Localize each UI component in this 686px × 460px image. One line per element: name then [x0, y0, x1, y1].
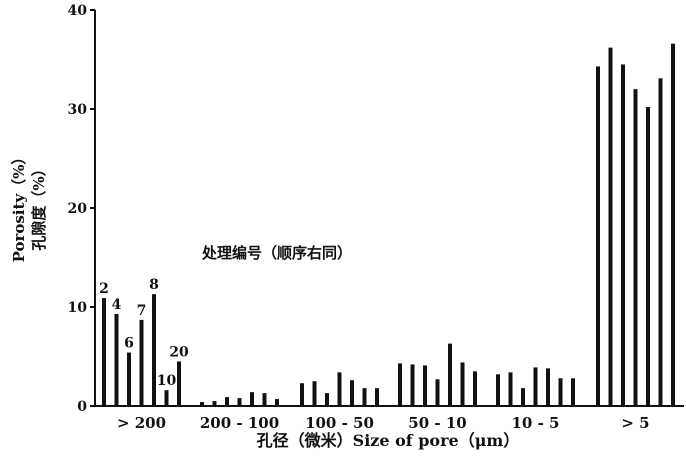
bar [102, 298, 106, 406]
bar-labels: 24 6 78 10 20 [99, 277, 189, 389]
bar [164, 390, 169, 406]
y-tick-label: 10 [68, 300, 88, 316]
bar [312, 381, 317, 406]
bar [460, 362, 465, 406]
category-label: > 200 [117, 414, 166, 432]
bar [410, 364, 415, 406]
bar [435, 379, 440, 406]
bar [114, 313, 119, 406]
bar [275, 399, 279, 406]
bar [375, 388, 379, 406]
y-ticks: 0 10 20 30 40 [68, 3, 95, 415]
bar-label: 7 [137, 303, 147, 319]
bar [496, 374, 500, 406]
category-labels: > 200 200 - 100 100 - 50 50 - 10 10 - 5 > 5 [117, 414, 650, 432]
category-label: > 5 [621, 414, 649, 432]
bar [621, 64, 625, 406]
bars [102, 43, 675, 407]
category-label: 10 - 5 [512, 414, 560, 432]
bar [237, 398, 242, 406]
bar [596, 66, 600, 407]
bar [473, 371, 477, 406]
bar-label: 2 [99, 281, 109, 297]
y-tick-label: 30 [68, 102, 88, 118]
bar [571, 378, 575, 406]
bar [225, 397, 229, 406]
y-axis-label-cn: 孔隙度（%） [30, 161, 48, 250]
bar [658, 78, 663, 406]
bar [200, 402, 204, 406]
y-tick-label: 20 [68, 201, 88, 217]
bar [152, 294, 156, 406]
legend-note: 处理编号（顺序右同） [201, 244, 352, 262]
category-label: 50 - 10 [408, 414, 466, 432]
bar [177, 361, 181, 406]
bar-label: 4 [112, 297, 122, 313]
y-axis-label-en: Porosity（%） [10, 150, 28, 263]
bar [127, 352, 131, 406]
category-label: 200 - 100 [200, 414, 279, 432]
bar [337, 372, 342, 406]
bar [558, 378, 563, 406]
bar [300, 383, 304, 406]
bar [212, 401, 217, 406]
bar [362, 388, 367, 406]
bar [671, 43, 675, 406]
bar [448, 343, 452, 406]
bar [608, 47, 613, 407]
bar-label: 6 [124, 336, 134, 352]
bar [398, 363, 402, 406]
bar [250, 392, 254, 406]
bar [350, 380, 354, 406]
bar [325, 393, 329, 406]
bar [633, 89, 638, 406]
bar-label: 20 [169, 344, 189, 360]
bar [546, 368, 550, 406]
bar-label: 8 [149, 277, 159, 293]
bar [508, 372, 513, 406]
y-tick-label: 0 [77, 399, 87, 415]
category-label: 100 - 50 [305, 414, 374, 432]
bar [423, 365, 427, 406]
y-tick-label: 40 [68, 3, 88, 19]
bar [646, 107, 650, 407]
bar [521, 388, 525, 406]
bar-label: 10 [157, 373, 177, 389]
bar [533, 367, 538, 406]
bar [262, 393, 267, 406]
x-axis-label: 孔径（微米）Size of pore（μm） [257, 431, 520, 450]
bar [139, 319, 144, 406]
